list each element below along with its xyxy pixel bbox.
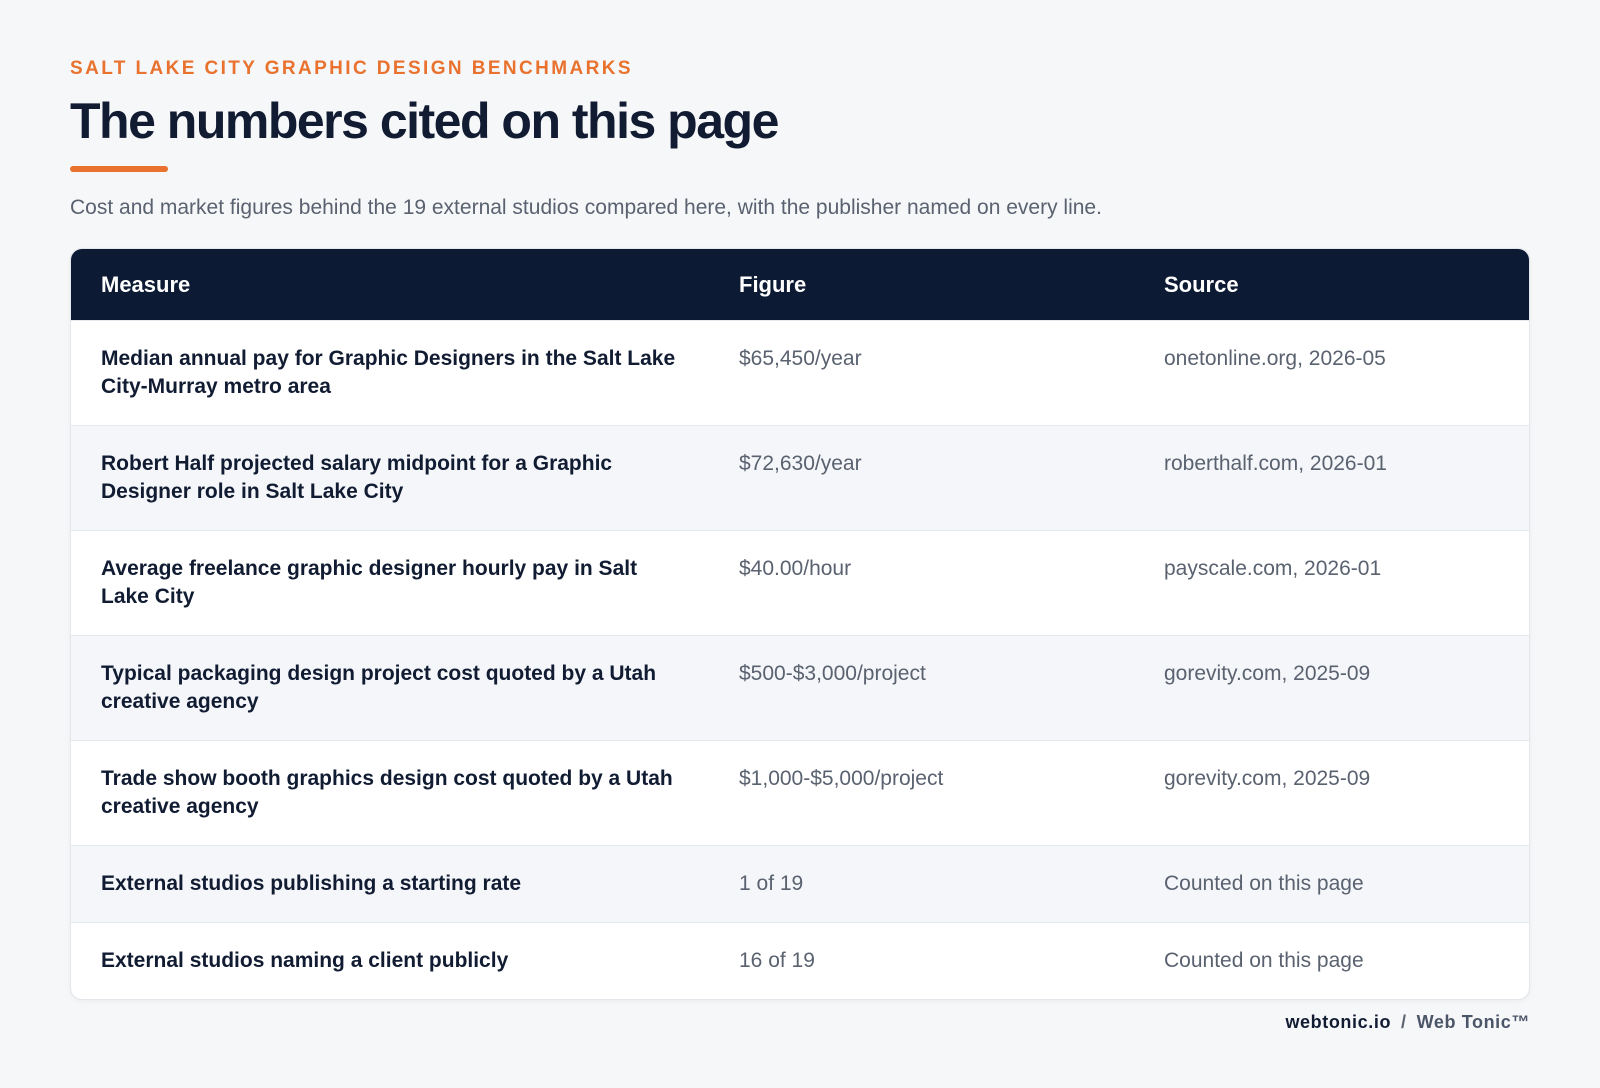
source-cell: onetonline.org, 2026-05 (1164, 347, 1386, 370)
source-cell: gorevity.com, 2025-09 (1164, 767, 1371, 790)
footer-brand: Web Tonic™ (1416, 1012, 1530, 1032)
figure-cell: $72,630/year (739, 452, 862, 475)
measure-cell: Robert Half projected salary midpoint fo… (101, 452, 613, 503)
source-cell: payscale.com, 2026-01 (1164, 557, 1382, 580)
figure-cell: 16 of 19 (739, 949, 815, 972)
footer-separator: / (1401, 1012, 1407, 1032)
table-row: External studios publishing a starting r… (71, 845, 1529, 922)
footer: webtonic.io / Web Tonic™ (1285, 1012, 1530, 1033)
page-title: The numbers cited on this page (70, 93, 779, 149)
accent-bar (70, 166, 168, 172)
figure-cell: $40.00/hour (739, 557, 852, 580)
table-header: Measure Figure Source (71, 249, 1529, 320)
measure-cell: Median annual pay for Graphic Designers … (101, 347, 676, 398)
table: Measure Figure Source Median annual pay for… (70, 248, 1530, 1000)
column-header: Source (1164, 271, 1239, 297)
subtitle: Cost and market figures behind the 19 ex… (70, 196, 1102, 219)
source-cell: Counted on this page (1164, 949, 1364, 972)
figure-cell: $65,450/year (739, 347, 862, 370)
table-row: External studios naming a client publicl… (71, 922, 1529, 999)
table-row: Trade show booth graphics design cost qu… (71, 740, 1529, 845)
column-header: Measure (101, 271, 191, 297)
table-row: Average freelance graphic designer hourl… (71, 530, 1529, 635)
figure-cell: $500-$3,000/project (739, 662, 926, 685)
source-cell: Counted on this page (1164, 872, 1364, 895)
footer-domain: webtonic.io (1285, 1012, 1392, 1032)
eyebrow: SALT LAKE CITY GRAPHIC DESIGN BENCHMARKS (70, 58, 633, 79)
table-row: Typical packaging design project cost qu… (71, 635, 1529, 740)
source-cell: gorevity.com, 2025-09 (1164, 662, 1371, 685)
measure-cell: External studios naming a client publicl… (101, 949, 509, 972)
source-cell: roberthalf.com, 2026-01 (1164, 452, 1387, 475)
table-row: Median annual pay for Graphic Designers … (71, 320, 1529, 425)
table-row: Robert Half projected salary midpoint fo… (71, 425, 1529, 530)
measure-cell: Trade show booth graphics design cost qu… (101, 767, 673, 818)
figure-cell: 1 of 19 (739, 872, 804, 895)
figure-cell: $1,000-$5,000/project (739, 767, 944, 790)
measure-cell: External studios publishing a starting r… (101, 872, 522, 895)
measure-cell: Typical packaging design project cost qu… (101, 662, 657, 713)
column-header: Figure (739, 271, 807, 297)
measure-cell: Average freelance graphic designer hourl… (101, 557, 638, 608)
